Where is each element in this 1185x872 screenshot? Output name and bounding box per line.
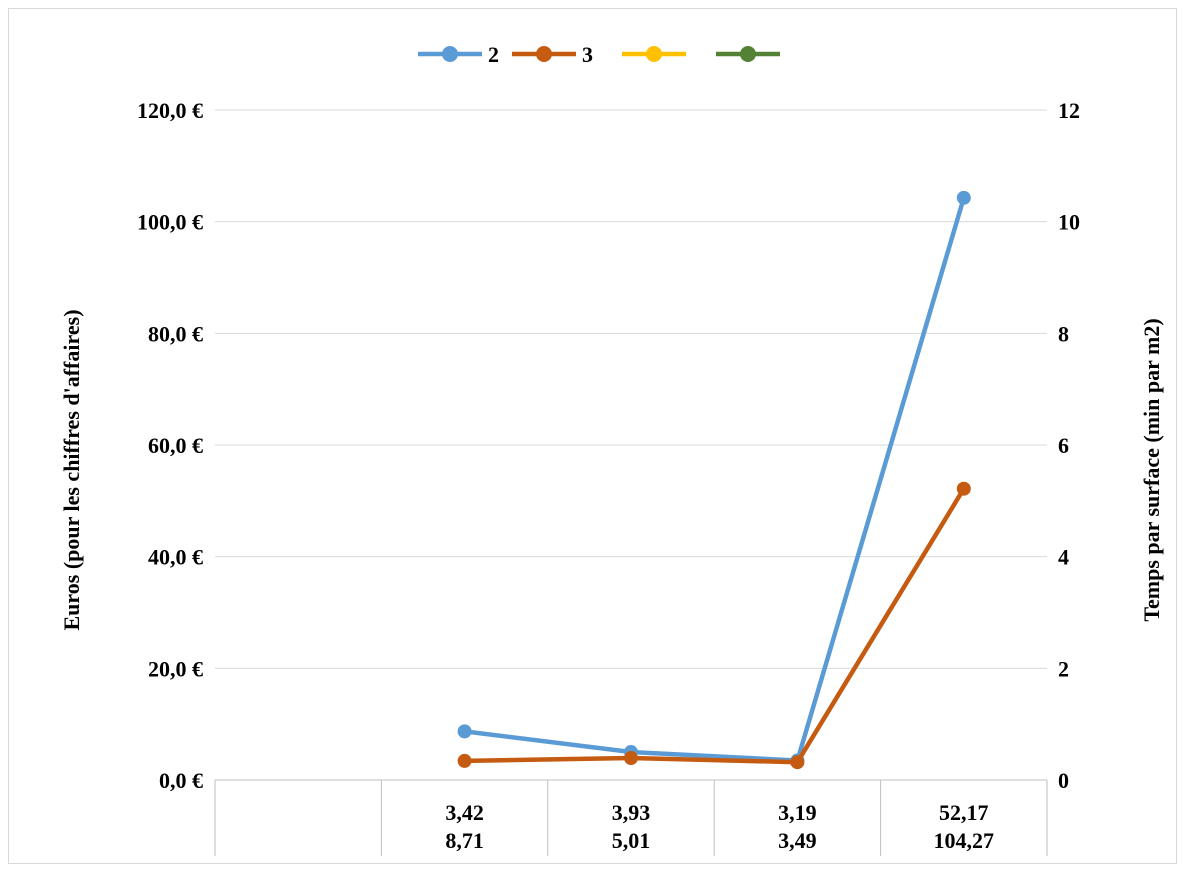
y-tick-label: 100,0 €	[137, 210, 203, 235]
gridlines	[215, 109, 1047, 669]
data-point	[956, 190, 971, 205]
left-axis-ticks: 0,0 € 20,0 € 40,0 € 60,0 € 80,0 € 100,0 € 120,…	[137, 98, 203, 793]
series-line-2	[464, 197, 966, 763]
y-tick-label: 0,0 €	[159, 768, 203, 793]
y-tick-label-right: 4	[1058, 545, 1069, 570]
x-tick-label-line2: 3,49	[778, 828, 817, 853]
y-axis-label-right: Temps par surface (min par m2)	[1139, 318, 1164, 621]
y-tick-label: 20,0 €	[148, 656, 203, 681]
data-point	[457, 724, 472, 739]
y-tick-label-right: 8	[1058, 321, 1069, 346]
x-tick-label-line2: 5,01	[612, 828, 651, 853]
y-tick-label-right: 12	[1058, 98, 1080, 123]
data-point	[790, 755, 805, 770]
series-line-3	[464, 487, 966, 765]
legend-swatch-marker	[536, 46, 552, 62]
data-point	[956, 481, 971, 496]
legend-label: 3	[582, 42, 593, 67]
right-axis-ticks: 0 2 4 6 8 10 12	[1058, 98, 1080, 793]
y-tick-label: 40,0 €	[148, 545, 203, 570]
x-tick-label-line1: 52,17	[939, 800, 989, 825]
x-tick-label-line2: 104,27	[934, 828, 995, 853]
legend-label: 2	[488, 42, 499, 67]
y-tick-label-right: 6	[1058, 433, 1069, 458]
y-tick-label-right: 0	[1058, 768, 1069, 793]
y-tick-label: 120,0 €	[137, 98, 203, 123]
x-tick-label-line1: 3,42	[445, 800, 484, 825]
legend-swatch-marker	[740, 46, 756, 62]
y-tick-label: 80,0 €	[148, 321, 203, 346]
legend-swatch-marker	[646, 46, 662, 62]
y-tick-label-right: 2	[1058, 656, 1069, 681]
x-tick-label-line1: 3,93	[612, 800, 651, 825]
data-point	[624, 751, 638, 766]
x-axis: 3,42 8,71 3,93 5,01 3,19 3,49 52,17 104,27	[214, 779, 1048, 856]
legend-swatch-marker	[442, 46, 458, 62]
x-tick-label-line2: 8,71	[445, 828, 484, 853]
data-point	[457, 753, 472, 768]
x-tick-label-line1: 3,19	[778, 800, 817, 825]
y-tick-label-right: 10	[1058, 210, 1080, 235]
y-axis-label: Euros (pour les chiffres d'affaires)	[59, 309, 84, 630]
y-tick-label: 60,0 €	[148, 433, 203, 458]
chart-frame	[8, 8, 1177, 864]
series-lines	[457, 190, 971, 770]
